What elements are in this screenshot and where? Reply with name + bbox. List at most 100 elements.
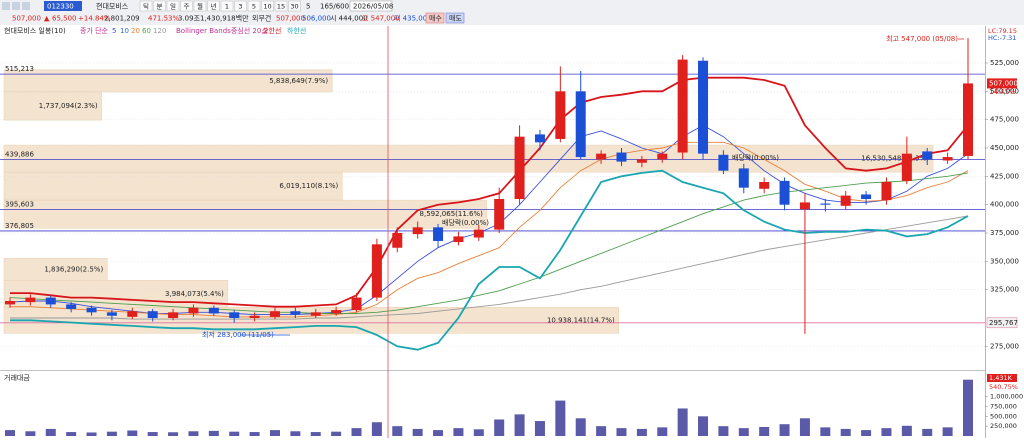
candle-body [494, 199, 505, 230]
volume-bar [229, 431, 240, 436]
candle-body [290, 311, 301, 315]
volume-bar [494, 419, 505, 436]
volume-bar [861, 430, 872, 436]
buy-button[interactable] [425, 12, 445, 24]
icon[interactable] [22, 2, 30, 10]
period-button[interactable] [234, 0, 247, 12]
legend-item: 10 [120, 27, 129, 35]
period-button[interactable] [274, 0, 288, 12]
volume-bar [473, 429, 484, 436]
period-label: 일 [170, 2, 176, 11]
volume-bar [596, 426, 607, 436]
candle-body [738, 168, 749, 188]
volume-bar [290, 431, 301, 436]
period-label: 1 [225, 3, 229, 11]
code-box[interactable] [44, 1, 82, 11]
volume-bar [799, 418, 810, 436]
period-label: 월 [197, 2, 203, 11]
stock-code: 012330 [47, 3, 74, 11]
period-button[interactable] [139, 0, 153, 12]
current-label: 507,000 [989, 79, 1018, 87]
volume-profile-label: 8,592,065(11.6%) [420, 210, 484, 218]
sell-button[interactable] [445, 12, 465, 24]
period-button[interactable] [220, 0, 234, 12]
period-button[interactable] [180, 0, 193, 12]
interval[interactable]: 5 [306, 3, 310, 11]
volume-bar [147, 432, 158, 436]
volume-profile-bar [3, 307, 619, 334]
count: 165/600 [320, 3, 349, 11]
volume-bar [453, 428, 464, 436]
candle-body [269, 311, 280, 317]
volume-bar [392, 426, 403, 436]
date: 2026/05/08 [353, 3, 393, 11]
period-label: 30 [290, 3, 298, 11]
period-button[interactable] [193, 0, 207, 12]
candle-body [229, 312, 240, 318]
low-annotation: 최저 283,000 (11/05) [202, 330, 274, 339]
legend-item: 5 [112, 27, 116, 35]
volume-bar [351, 428, 362, 436]
level-label: 376,805 [5, 222, 34, 230]
candle-body [636, 159, 647, 163]
volume-bar [208, 430, 219, 436]
current-box [987, 78, 1017, 89]
candle-body [412, 227, 423, 235]
y-tick-label: 275,000 [990, 342, 1019, 350]
legend-item: 하한선 [287, 26, 306, 35]
volume-profile-label: 3,984,073(5.4%) [165, 290, 224, 298]
y-tick-label: 350,000 [990, 257, 1019, 265]
candle-body [759, 182, 770, 189]
period-button[interactable] [288, 0, 301, 12]
marker-label: 295,767 [989, 319, 1018, 327]
y-tick-label: 425,000 [990, 172, 1019, 180]
date-box[interactable] [349, 0, 393, 12]
volume-profile-bar [3, 91, 102, 121]
volume-bar [412, 428, 423, 436]
volume-profile-bar [3, 69, 333, 93]
pane-title: 거래대금 [4, 373, 30, 382]
candle-body [433, 227, 444, 241]
candle-body [106, 312, 117, 316]
indicator-line [10, 76, 969, 308]
legend-item: 상한선 [262, 26, 281, 35]
candle-body [331, 310, 342, 314]
candle-body [922, 151, 933, 160]
legend-ma: 종가 단순 [80, 26, 109, 35]
last-label: 1,431K [989, 374, 1013, 382]
volume-bar [168, 432, 179, 436]
candle-body [596, 153, 607, 160]
candle-body [86, 307, 97, 313]
candle-body [555, 91, 566, 139]
candle-body [168, 312, 179, 318]
low: 저 435,000 [394, 14, 432, 23]
candle-body [392, 233, 403, 248]
icon[interactable] [12, 2, 20, 10]
candle-body [25, 297, 36, 303]
period-button[interactable] [261, 0, 274, 12]
candle-body [147, 311, 158, 318]
legend-bb: Bollinger Bands중심선 20,2 [176, 26, 268, 35]
candle-body [677, 59, 688, 153]
sell-label: 매도 [449, 15, 462, 23]
period-button[interactable] [207, 0, 220, 12]
candle-body [575, 91, 586, 158]
candle-body [718, 154, 729, 171]
period-button[interactable] [247, 0, 261, 12]
period-button[interactable] [166, 0, 180, 12]
icon[interactable] [2, 2, 10, 10]
volume-bar [616, 428, 627, 436]
volume-bar [106, 431, 117, 436]
candle-body [881, 182, 892, 201]
y-tick-label: 400,000 [990, 201, 1019, 209]
volume-bar [575, 418, 586, 436]
volume: 2,801,209 [104, 15, 140, 23]
period-button[interactable] [153, 0, 166, 12]
y-tick-label: 325,000 [990, 286, 1019, 294]
y-tick-label: 475,000 [990, 116, 1019, 124]
volume-profile-bar [3, 199, 488, 229]
volume-profile-label: 6,019,110(8.1%) [279, 182, 338, 190]
period-label: 15 [277, 3, 285, 11]
period-label: 년 [211, 2, 217, 11]
